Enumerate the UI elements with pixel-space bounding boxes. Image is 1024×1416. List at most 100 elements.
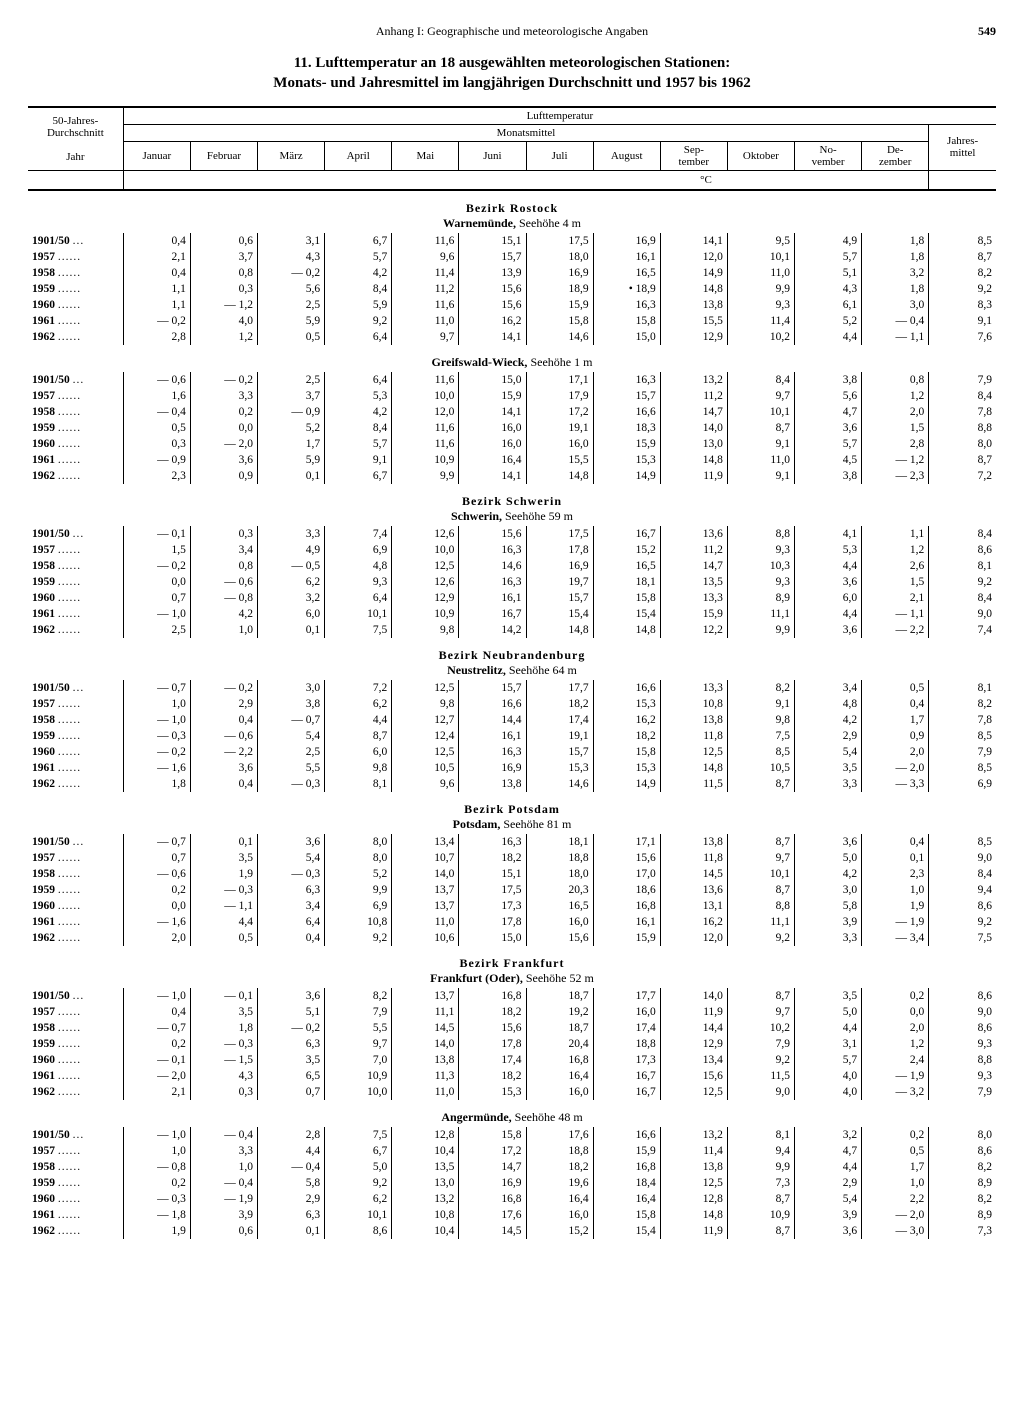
value-cell: 13,7 [392,898,459,914]
value-cell: 9,1 [325,452,392,468]
value-cell: 14,7 [459,1159,526,1175]
value-cell: 8,7 [727,882,794,898]
district-heading: Bezirk Rostock [28,201,996,216]
value-cell: 4,1 [795,526,862,542]
table-row: 1959 ......0,50,05,28,411,616,019,118,31… [28,420,996,436]
year-cell: 1901/50 ... [28,988,123,1004]
value-cell: 16,3 [459,834,526,850]
value-cell: 16,0 [526,914,593,930]
value-cell: 0,3 [190,526,257,542]
value-cell: 1,8 [862,281,929,297]
value-cell: 3,8 [795,372,862,388]
value-cell: 18,8 [593,1036,660,1052]
year-cell: 1901/50 ... [28,233,123,249]
value-cell: 5,0 [795,1004,862,1020]
value-cell: 5,5 [325,1020,392,1036]
table-row: 1958 ......— 1,00,4— 0,74,412,714,417,41… [28,712,996,728]
value-cell: 17,9 [526,388,593,404]
value-cell: 8,9 [929,1207,996,1223]
value-cell: 11,4 [660,1143,727,1159]
value-cell: 16,0 [593,1004,660,1020]
value-cell: — 2,0 [862,760,929,776]
value-cell: 0,8 [190,558,257,574]
value-cell: 16,2 [593,712,660,728]
station-block: Greifswald-Wieck, Seehöhe 1 m1901/50 ...… [28,355,996,484]
year-cell: 1961 ...... [28,760,123,776]
value-cell: 1,7 [862,1159,929,1175]
table-row: 1901/50 ...0,40,63,16,711,615,117,516,91… [28,233,996,249]
value-cell: 8,1 [727,1127,794,1143]
value-cell: 8,5 [929,760,996,776]
value-cell: 9,8 [392,622,459,638]
value-cell: 8,6 [929,1020,996,1036]
year-cell: 1958 ...... [28,265,123,281]
value-cell: 0,7 [258,1084,325,1100]
value-cell: 1,5 [123,542,190,558]
value-cell: — 1,0 [123,988,190,1004]
value-cell: 18,3 [593,420,660,436]
value-cell: 8,8 [727,898,794,914]
station-block: Angermünde, Seehöhe 48 m1901/50 ...— 1,0… [28,1110,996,1239]
value-cell: 9,2 [929,574,996,590]
value-cell: 12,6 [392,526,459,542]
value-cell: 5,4 [795,744,862,760]
value-cell: 19,2 [526,1004,593,1020]
value-cell: 2,9 [795,728,862,744]
header-month: Februar [190,141,257,170]
value-cell: 7,2 [325,680,392,696]
value-cell: 3,6 [190,452,257,468]
value-cell: 14,6 [526,329,593,345]
value-cell: 10,0 [325,1084,392,1100]
value-cell: 7,9 [325,1004,392,1020]
value-cell: 5,0 [795,850,862,866]
value-cell: 11,8 [660,728,727,744]
value-cell: 10,0 [392,388,459,404]
data-table: 1901/50 ...0,40,63,16,711,615,117,516,91… [28,233,996,345]
value-cell: 18,1 [593,574,660,590]
year-cell: 1957 ...... [28,1143,123,1159]
value-cell: 3,5 [190,850,257,866]
value-cell: 13,2 [392,1191,459,1207]
value-cell: 15,0 [593,329,660,345]
value-cell: 12,5 [392,558,459,574]
value-cell: 3,6 [795,574,862,590]
value-cell: 5,9 [258,313,325,329]
value-cell: 4,4 [258,1143,325,1159]
value-cell: 8,3 [929,297,996,313]
value-cell: 8,6 [929,988,996,1004]
value-cell: 16,5 [526,898,593,914]
year-cell: 1960 ...... [28,436,123,452]
value-cell: 15,8 [593,590,660,606]
running-head-text: Anhang I: Geographische und meteorologis… [68,24,956,39]
value-cell: 14,0 [660,420,727,436]
value-cell: — 0,4 [190,1127,257,1143]
value-cell: 5,4 [258,850,325,866]
value-cell: 11,5 [660,776,727,792]
value-cell: 0,5 [123,420,190,436]
value-cell: 9,3 [929,1068,996,1084]
value-cell: 18,7 [526,1020,593,1036]
value-cell: 0,0 [862,1004,929,1020]
value-cell: 14,7 [660,558,727,574]
station-heading: Potsdam, Seehöhe 81 m [28,817,996,832]
value-cell: 2,9 [190,696,257,712]
station-block: Bezirk FrankfurtFrankfurt (Oder), Seehöh… [28,956,996,1100]
value-cell: 0,0 [123,574,190,590]
value-cell: 16,2 [660,914,727,930]
value-cell: 0,1 [258,622,325,638]
value-cell: 16,3 [459,574,526,590]
value-cell: 9,3 [727,542,794,558]
value-cell: 0,2 [123,1175,190,1191]
value-cell: 17,7 [593,988,660,1004]
value-cell: — 3,3 [862,776,929,792]
year-cell: 1958 ...... [28,866,123,882]
value-cell: 3,9 [795,914,862,930]
value-cell: 11,6 [392,436,459,452]
value-cell: 7,5 [727,728,794,744]
table-row: 1957 ......1,63,33,75,310,015,917,915,71… [28,388,996,404]
value-cell: 6,3 [258,1207,325,1223]
value-cell: 8,0 [929,436,996,452]
value-cell: 16,0 [526,1084,593,1100]
year-cell: 1957 ...... [28,388,123,404]
value-cell: 19,7 [526,574,593,590]
